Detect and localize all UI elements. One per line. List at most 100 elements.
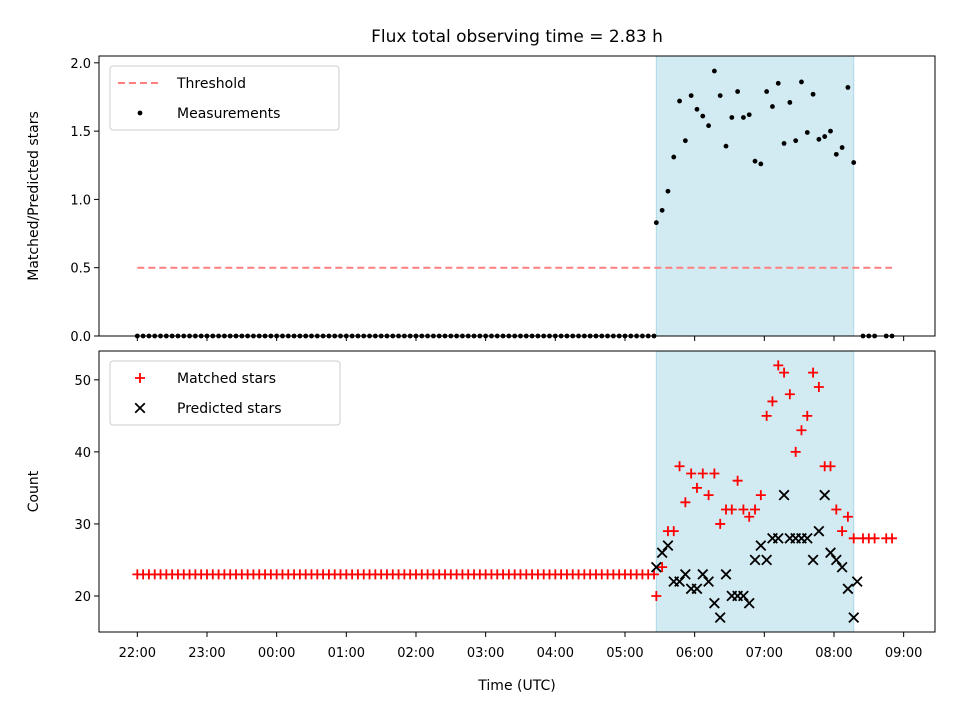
predicted-star-point (819, 489, 831, 501)
legend-box (109, 65, 340, 131)
matched-star-point (767, 396, 778, 407)
measurement-point (828, 128, 833, 134)
measurement-point (682, 138, 688, 144)
legend-matched-swatch (135, 373, 145, 383)
x-tick-label: 03:00 (467, 646, 504, 661)
measurement-point (787, 100, 793, 105)
matched-star-point (808, 367, 819, 378)
matched-star-point (802, 410, 813, 421)
predicted-star-point (720, 568, 732, 580)
measurement-point (677, 98, 682, 104)
x-axis-label: Time (UTC) (477, 678, 555, 694)
matched-star-point (796, 425, 807, 436)
measurement-point (770, 104, 775, 109)
predicted-star-point (679, 568, 691, 580)
measurement-point (764, 89, 770, 94)
matched-star-point (790, 446, 801, 457)
predicted-star-point (772, 532, 784, 544)
chart-title: Flux total observing time = 2.83 h (371, 27, 663, 47)
measurement-point (706, 123, 711, 129)
y-tick-label: 20 (74, 590, 91, 605)
shaded-region (655, 55, 855, 337)
matched-star-point (649, 569, 660, 580)
measurement-point (851, 160, 857, 165)
legend-label: Matched stars (177, 371, 276, 387)
measurement-point (822, 134, 828, 139)
predicted-star-point (778, 489, 790, 501)
predicted-star-point (708, 597, 720, 609)
predicted-star-point (851, 576, 863, 588)
matched-star-point (726, 504, 737, 515)
matched-star-point (779, 367, 790, 378)
matched-star-point (697, 468, 708, 479)
y-tick-label: 30 (74, 518, 91, 533)
legend-label: Measurements (177, 106, 280, 122)
legend-measurement-swatch (137, 110, 143, 116)
bottom-panel: 20 30 40 50 22:00 23:00 00:00 01:00 02:00 03:00 04… (26, 350, 936, 694)
matched-star-point (869, 533, 880, 544)
matched-star-point (750, 504, 761, 515)
matched-star-point (744, 511, 755, 522)
measurement-point (845, 85, 851, 90)
measurement-point (717, 93, 723, 99)
y-tick-label: 40 (74, 446, 91, 461)
measurement-point (741, 115, 746, 120)
y-axis-label: Count (26, 470, 42, 512)
matched-star-point (680, 497, 691, 508)
measurement-point (700, 113, 706, 119)
measurement-point (694, 106, 700, 112)
measurement-point (659, 207, 665, 213)
predicted-star-point (650, 561, 662, 573)
legend-box (109, 360, 341, 426)
axes-frame (98, 350, 936, 633)
predicted-star-point (836, 561, 848, 573)
x-tick-label: 08:00 (815, 646, 852, 661)
measurement-point (711, 68, 717, 74)
y-tick-label: 0.5 (70, 262, 91, 277)
matched-star-point (825, 461, 836, 472)
measurement-point (746, 112, 752, 118)
predicted-star-point (825, 547, 836, 559)
x-tick-label: 04:00 (537, 646, 574, 661)
legend-predicted-swatch (134, 402, 146, 414)
measurement-point (723, 143, 729, 149)
y-tick-label: 1.5 (70, 125, 91, 140)
measurement-point (653, 220, 659, 226)
measurement-point (804, 130, 810, 135)
matched-star-point (703, 490, 714, 501)
predicted-star-point (749, 554, 761, 566)
matched-star-point (755, 490, 766, 501)
y-tick-label: 50 (74, 374, 91, 389)
predicted-star-point (656, 547, 668, 559)
predicted-star-point (807, 554, 819, 566)
matched-star-point (773, 360, 784, 371)
matched-star-point (691, 482, 702, 493)
matched-star-point (668, 526, 679, 537)
y-tick-label: 0.0 (70, 330, 91, 345)
x-tick-label: 09:00 (885, 646, 922, 661)
predicted-star-point (755, 540, 767, 551)
y-tick-label: 2.0 (70, 57, 91, 72)
x-tick-label: 06:00 (676, 646, 713, 661)
matched-star-point (813, 382, 824, 393)
matched-star-point (887, 533, 898, 544)
measurement-point (816, 136, 822, 142)
predicted-star-point (813, 525, 825, 537)
matched-star-point (761, 410, 772, 421)
predicted-star-point (703, 576, 715, 588)
y-tick-label: 1.0 (70, 193, 91, 208)
measurement-point (665, 188, 671, 194)
x-tick-label: 02:00 (397, 646, 434, 661)
x-tick-label: 05:00 (606, 646, 643, 661)
matched-star-point (674, 461, 685, 472)
x-tick-label: 22:00 (119, 646, 156, 661)
measurement-point (793, 138, 799, 144)
measurement-point (729, 115, 735, 120)
measurement-point (758, 161, 764, 167)
top-panel: 0.0 0.5 1.0 1.5 2.0 Matched/Predicted stars Th… (26, 55, 936, 345)
legend-label: Threshold (176, 76, 246, 92)
matched-star-point (715, 518, 726, 529)
measurement-point (781, 141, 787, 146)
x-tick-label: 23:00 (188, 646, 225, 661)
